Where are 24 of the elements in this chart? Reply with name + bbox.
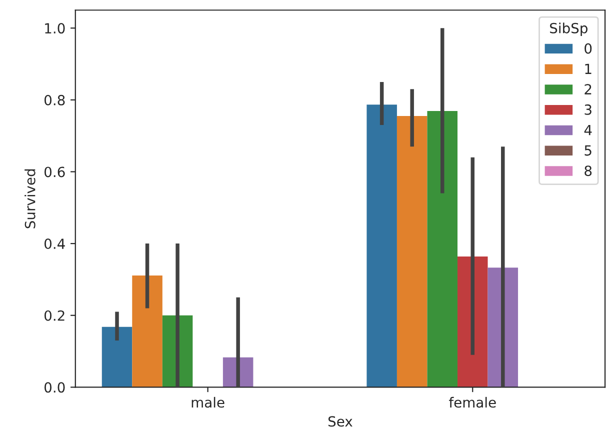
y-tick-label: 0.2 [44, 310, 64, 321]
legend-label: 4 [584, 124, 592, 136]
x-tick-label: male [192, 396, 224, 408]
legend-label: 0 [584, 43, 592, 54]
y-axis-title: Survived [24, 169, 36, 228]
bar [102, 326, 132, 388]
bar [132, 276, 162, 388]
legend-label: 1 [585, 64, 592, 74]
x-tick-label: female [449, 396, 496, 408]
bar [427, 111, 458, 388]
legend-label: 2 [584, 84, 592, 94]
legend-label: 3 [584, 104, 592, 115]
y-tick-label: 0.8 [44, 94, 65, 106]
y-tick-label: 0.0 [44, 382, 65, 393]
legend-label: 5 [584, 145, 592, 156]
bar [457, 256, 488, 388]
x-axis-title: Sex [328, 416, 352, 427]
legend-label: 8 [584, 166, 592, 176]
bar [396, 116, 428, 388]
legend-title: SibSp [550, 22, 588, 36]
y-tick-label: 0.4 [44, 238, 65, 250]
y-tick-label: 0.6 [44, 166, 65, 178]
y-tick-label: 1.0 [45, 23, 65, 34]
bar [366, 104, 397, 388]
